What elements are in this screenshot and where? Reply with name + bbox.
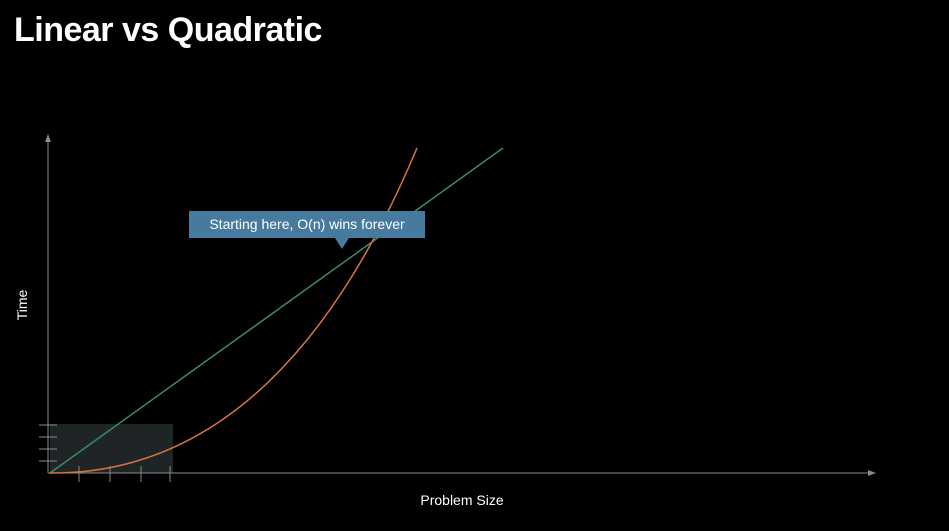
x-axis-label: Problem Size [420, 492, 504, 508]
linear-line [49, 147, 504, 474]
y-axis-label: Time [14, 289, 30, 321]
y-axis-arrowhead [45, 134, 51, 142]
slide-title: Linear vs Quadratic [14, 11, 322, 49]
callout-pointer [335, 238, 349, 249]
x-axis-arrowhead [868, 470, 876, 476]
crossover-callout: Starting here, O(n) wins forever [189, 211, 425, 238]
zoom-region-box [50, 424, 173, 473]
